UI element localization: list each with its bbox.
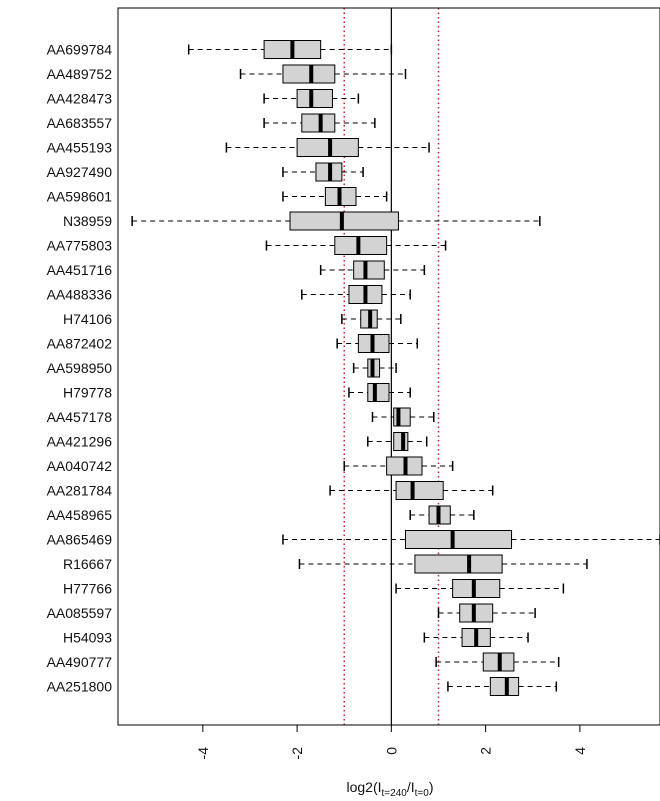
gene-label: AA683557 — [47, 115, 113, 131]
x-tick-label: 2 — [478, 747, 494, 755]
box-group — [343, 456, 454, 476]
box — [393, 407, 411, 427]
gene-label: AA251800 — [47, 679, 113, 695]
gene-label: AA457178 — [47, 409, 113, 425]
gene-label: AA775803 — [47, 238, 113, 254]
gene-label: R16667 — [63, 556, 112, 572]
gene-label: H79778 — [63, 385, 112, 401]
box-group — [225, 138, 430, 157]
gene-label: AA490777 — [47, 654, 113, 670]
box-group — [395, 579, 565, 598]
gene-label: AA865469 — [47, 532, 113, 548]
x-axis-label: log2(It=240/It=0) — [347, 779, 434, 799]
box-group — [447, 677, 558, 696]
box-group — [282, 162, 364, 182]
gene-label: AA598601 — [47, 189, 113, 205]
box — [353, 260, 385, 280]
box-group — [423, 628, 529, 647]
box-group — [282, 530, 660, 549]
box-group — [367, 432, 428, 451]
box — [334, 236, 388, 255]
box-group — [348, 383, 411, 402]
box-group — [298, 554, 588, 574]
gene-label: AA489752 — [47, 66, 113, 82]
x-tick-label: 4 — [572, 747, 588, 755]
gene-label: AA085597 — [47, 605, 113, 621]
box-group — [187, 40, 393, 59]
box-group — [435, 652, 560, 672]
box-group — [341, 309, 402, 329]
x-tick-label: -2 — [289, 747, 305, 760]
box — [282, 64, 336, 84]
box — [395, 481, 444, 500]
box — [289, 211, 399, 231]
box — [489, 677, 520, 696]
gene-label: AA458965 — [47, 507, 113, 523]
plot-frame — [117, 7, 660, 726]
box — [367, 383, 390, 402]
x-tick-label: 0 — [383, 747, 399, 755]
box-group — [263, 113, 376, 133]
gene-label: AA281784 — [47, 483, 113, 499]
gene-label: H54093 — [63, 630, 112, 646]
box-group — [131, 211, 541, 231]
gene-label: AA927490 — [47, 164, 113, 180]
x-axis: -4 -2 0 2 4 — [195, 725, 588, 759]
gene-label: AA428473 — [47, 91, 113, 107]
box — [452, 579, 501, 598]
box-group — [352, 358, 397, 378]
box — [404, 530, 513, 549]
box-group — [437, 603, 536, 623]
box-group — [265, 236, 447, 255]
box-group — [239, 64, 407, 84]
gene-label: AA455193 — [47, 140, 113, 156]
box — [296, 89, 333, 108]
gene-label: AA598950 — [47, 360, 113, 376]
gene-label: N38959 — [63, 213, 112, 229]
boxes — [131, 40, 660, 696]
box-group — [336, 334, 419, 353]
gene-labels: AA699784 AA489752 AA428473 AA683557 AA455193… — [47, 42, 113, 695]
box — [414, 554, 503, 574]
gene-label: H77766 — [63, 581, 112, 597]
x-tick-label: -4 — [195, 747, 211, 760]
box-group — [329, 481, 494, 500]
box-group — [263, 89, 360, 108]
gene-label: AA451716 — [47, 262, 113, 278]
gene-label: AA488336 — [47, 287, 113, 303]
gene-label: AA699784 — [47, 42, 113, 58]
reference-lines — [343, 8, 440, 725]
box — [459, 603, 494, 623]
box-group — [282, 187, 388, 206]
gene-label: AA421296 — [47, 434, 113, 450]
gene-label: AA040742 — [47, 458, 113, 474]
box — [393, 432, 409, 451]
box-group — [371, 407, 435, 427]
gene-label: AA872402 — [47, 336, 113, 352]
box-group — [301, 285, 411, 304]
box — [301, 113, 336, 133]
box — [296, 138, 359, 157]
box-group — [409, 505, 475, 525]
box-group — [319, 260, 426, 280]
gene-label: H74106 — [63, 311, 112, 327]
